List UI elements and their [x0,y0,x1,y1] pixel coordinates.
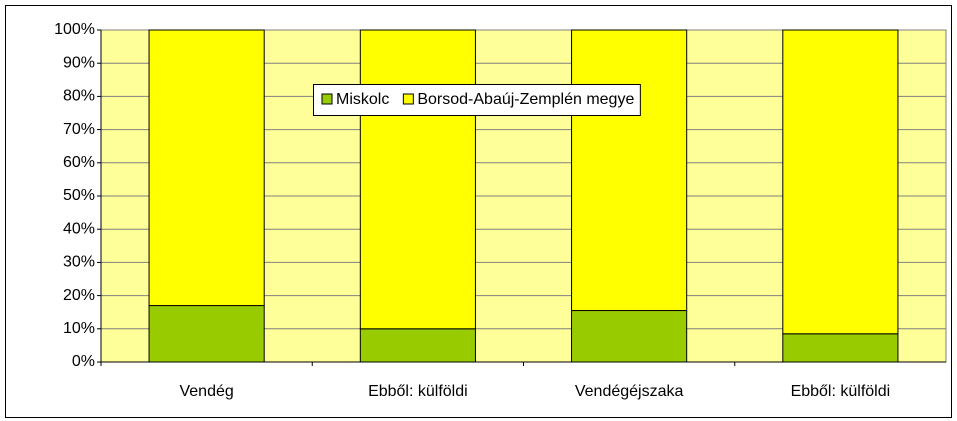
bar-segment [359,328,476,363]
bar-segment [148,305,265,363]
legend-swatch [402,93,414,105]
x-tick-label: Vendégéjszaka [575,383,684,400]
y-tick-label: 10% [63,320,95,337]
y-tick-label: 0% [72,353,95,370]
bar-segment [571,29,688,312]
y-tick-label: 60% [63,154,95,171]
legend: Miskolc Borsod-Abaúj-Zemplén megye [313,84,641,116]
legend-label: Borsod-Abaúj-Zemplén megye [417,91,634,108]
y-tick-label: 50% [63,187,95,204]
y-tick-label: 40% [63,220,95,237]
x-tick-label: Ebből: külföldi [791,383,891,400]
bar-segment [359,29,476,330]
legend-swatch [321,93,333,105]
bar-segment [571,310,688,363]
y-tick-label: 100% [54,21,95,38]
bar-segment [782,333,899,363]
bar-segment [782,29,899,335]
x-tick-label: Vendég [179,383,233,400]
legend-box [313,84,641,116]
bar-segment [148,29,265,307]
x-tick-label: Ebből: külföldi [368,383,468,400]
y-tick-label: 20% [63,287,95,304]
y-tick-label: 80% [63,88,95,105]
legend-label: Miskolc [336,91,389,108]
y-tick-label: 70% [63,121,95,138]
y-tick-label: 30% [63,254,95,271]
y-tick-label: 90% [63,54,95,71]
